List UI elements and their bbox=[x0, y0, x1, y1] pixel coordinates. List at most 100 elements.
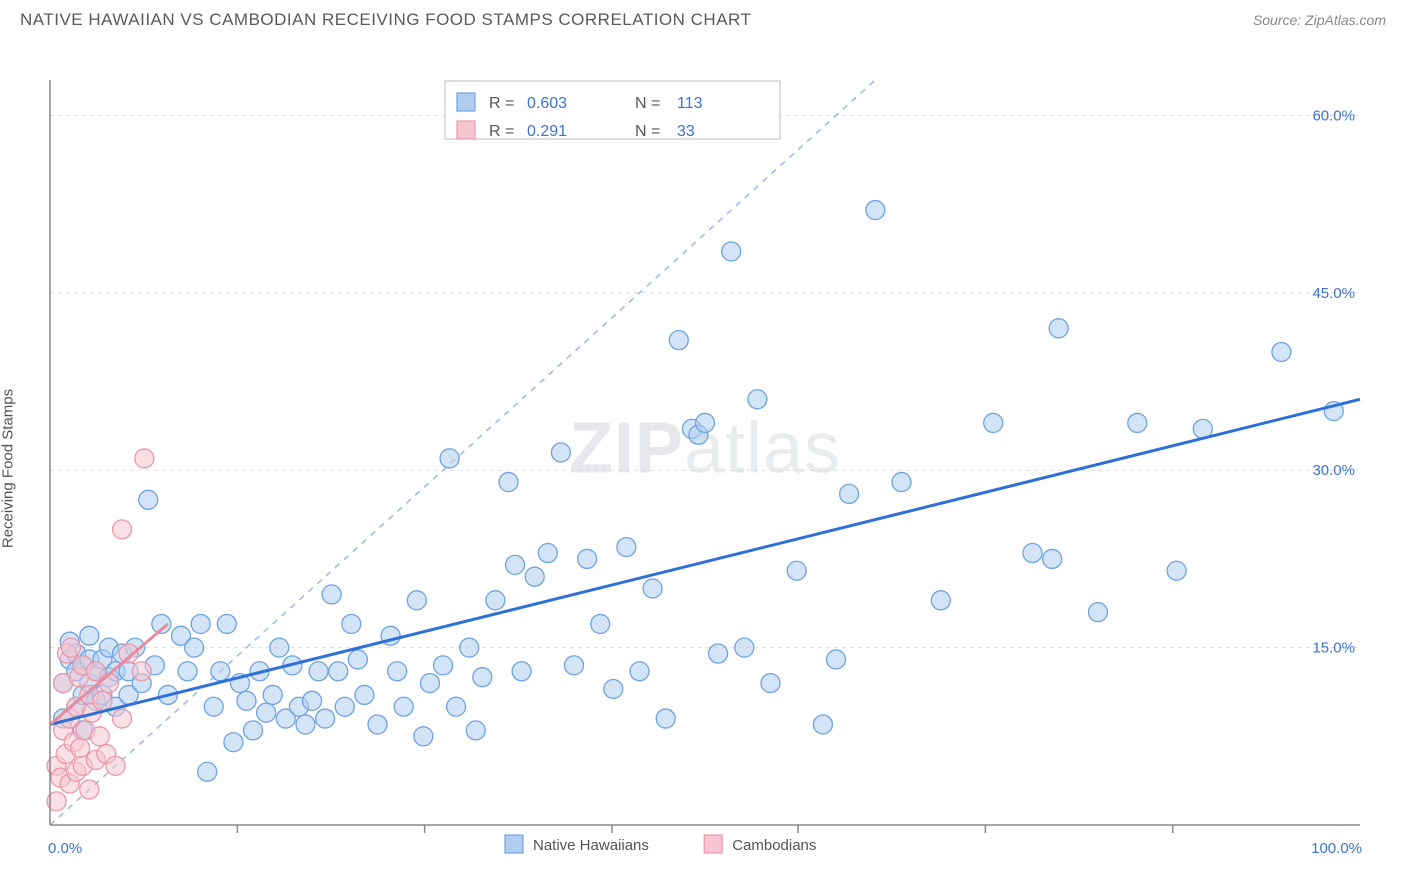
data-point bbox=[1272, 342, 1291, 361]
stats-swatch bbox=[457, 121, 475, 139]
data-point bbox=[813, 715, 832, 734]
data-point bbox=[512, 662, 531, 681]
data-point bbox=[342, 614, 361, 633]
data-point bbox=[604, 680, 623, 699]
data-point bbox=[106, 756, 125, 775]
data-point bbox=[1043, 549, 1062, 568]
x-tick-label: 0.0% bbox=[48, 840, 82, 857]
data-point bbox=[316, 709, 335, 728]
y-tick-label: 15.0% bbox=[1312, 640, 1355, 657]
data-point bbox=[1167, 561, 1186, 580]
data-point bbox=[113, 520, 132, 539]
data-point bbox=[538, 544, 557, 563]
data-point bbox=[892, 473, 911, 492]
data-point bbox=[1049, 319, 1068, 338]
data-point bbox=[434, 656, 453, 675]
legend-label: Cambodians bbox=[732, 837, 816, 854]
data-point bbox=[525, 567, 544, 586]
data-point bbox=[761, 674, 780, 693]
data-point bbox=[224, 733, 243, 752]
data-point bbox=[460, 638, 479, 657]
data-point bbox=[99, 674, 118, 693]
data-point bbox=[617, 538, 636, 557]
data-point bbox=[499, 473, 518, 492]
data-point bbox=[329, 662, 348, 681]
x-tick-label: 100.0% bbox=[1311, 840, 1362, 857]
data-point bbox=[466, 721, 485, 740]
stats-r-value: 0.291 bbox=[527, 123, 567, 140]
data-point bbox=[656, 709, 675, 728]
data-point bbox=[244, 721, 263, 740]
legend-label: Native Hawaiians bbox=[533, 837, 649, 854]
data-point bbox=[565, 656, 584, 675]
stats-r-label: R = bbox=[489, 123, 514, 140]
y-tick-label: 60.0% bbox=[1312, 107, 1355, 124]
data-point bbox=[204, 697, 223, 716]
stats-n-label: N = bbox=[635, 95, 660, 112]
data-point bbox=[90, 727, 109, 746]
data-point bbox=[185, 638, 204, 657]
data-point bbox=[735, 638, 754, 657]
data-point bbox=[506, 555, 525, 574]
data-point bbox=[709, 644, 728, 663]
data-point bbox=[578, 549, 597, 568]
data-point bbox=[630, 662, 649, 681]
data-point bbox=[368, 715, 387, 734]
data-point bbox=[473, 668, 492, 687]
data-point bbox=[71, 739, 90, 758]
data-point bbox=[414, 727, 433, 746]
data-point bbox=[237, 691, 256, 710]
data-point bbox=[840, 484, 859, 503]
data-point bbox=[447, 697, 466, 716]
legend-swatch bbox=[704, 835, 722, 853]
data-point bbox=[211, 662, 230, 681]
data-point bbox=[348, 650, 367, 669]
data-point bbox=[178, 662, 197, 681]
data-point bbox=[1089, 603, 1108, 622]
data-point bbox=[787, 561, 806, 580]
data-point bbox=[257, 703, 276, 722]
data-point bbox=[696, 413, 715, 432]
y-tick-label: 45.0% bbox=[1312, 285, 1355, 302]
data-point bbox=[827, 650, 846, 669]
chart-header: NATIVE HAWAIIAN VS CAMBODIAN RECEIVING F… bbox=[0, 0, 1406, 35]
data-point bbox=[643, 579, 662, 598]
data-point bbox=[388, 662, 407, 681]
chart-source: Source: ZipAtlas.com bbox=[1253, 12, 1386, 28]
data-point bbox=[355, 685, 374, 704]
data-point bbox=[270, 638, 289, 657]
data-point bbox=[80, 626, 99, 645]
data-point bbox=[440, 449, 459, 468]
data-point bbox=[322, 585, 341, 604]
data-point bbox=[61, 638, 80, 657]
data-point bbox=[866, 201, 885, 220]
data-point bbox=[722, 242, 741, 261]
data-point bbox=[303, 691, 322, 710]
legend-swatch bbox=[505, 835, 523, 853]
data-point bbox=[335, 697, 354, 716]
chart-title: NATIVE HAWAIIAN VS CAMBODIAN RECEIVING F… bbox=[20, 10, 751, 30]
data-point bbox=[80, 780, 99, 799]
chart-container: Receiving Food Stamps ZIPatlas15.0%30.0%… bbox=[0, 35, 1406, 885]
data-point bbox=[139, 490, 158, 509]
stats-n-value: 33 bbox=[677, 123, 695, 140]
data-point bbox=[263, 685, 282, 704]
data-point bbox=[132, 662, 151, 681]
data-point bbox=[669, 331, 688, 350]
data-point bbox=[198, 762, 217, 781]
y-axis-label: Receiving Food Stamps bbox=[0, 389, 17, 548]
data-point bbox=[931, 591, 950, 610]
data-point bbox=[984, 413, 1003, 432]
data-point bbox=[591, 614, 610, 633]
data-point bbox=[407, 591, 426, 610]
data-point bbox=[93, 691, 112, 710]
stats-r-label: R = bbox=[489, 95, 514, 112]
stats-r-value: 0.603 bbox=[527, 95, 567, 112]
scatter-chart: ZIPatlas15.0%30.0%45.0%60.0%0.0%100.0%R … bbox=[0, 35, 1406, 885]
data-point bbox=[191, 614, 210, 633]
data-point bbox=[1023, 544, 1042, 563]
data-point bbox=[309, 662, 328, 681]
stats-swatch bbox=[457, 93, 475, 111]
y-tick-label: 30.0% bbox=[1312, 462, 1355, 479]
data-point bbox=[394, 697, 413, 716]
